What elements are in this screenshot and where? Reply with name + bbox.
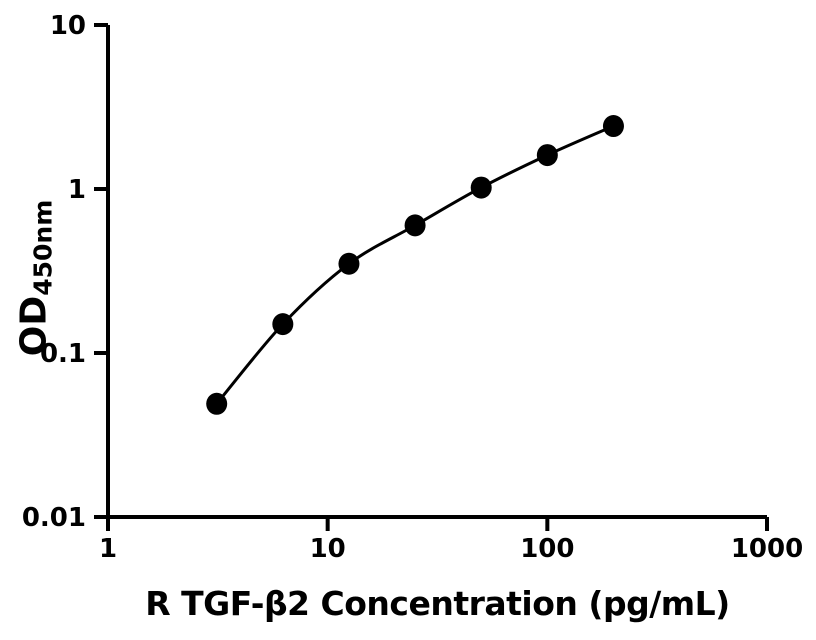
x-tick-label: 1000 <box>731 534 803 564</box>
standard-curve-line <box>215 124 615 405</box>
y-tick-label: 0.1 <box>40 339 86 369</box>
axis-lines <box>106 25 767 519</box>
y-axis-title: OD450nm <box>13 199 58 357</box>
x-tick-label: 1 <box>99 534 117 564</box>
data-point <box>338 252 360 275</box>
y-axis-title-main: OD <box>13 295 55 357</box>
x-tick-label: 100 <box>520 534 574 564</box>
y-tick-label: 0.01 <box>22 503 86 533</box>
data-point <box>602 115 624 138</box>
x-axis-title: R TGF-β2 Concentration (pg/mL) <box>108 584 767 623</box>
x-axis-title-text: R TGF-β2 Concentration (pg/mL) <box>145 584 730 623</box>
data-point <box>536 144 558 167</box>
y-axis-title-subscript: 450nm <box>28 199 58 296</box>
y-tick-label: 10 <box>50 11 86 41</box>
data-point <box>206 392 228 415</box>
data-point <box>470 176 492 199</box>
data-point <box>404 214 426 237</box>
data-point <box>272 313 294 336</box>
y-tick-label: 1 <box>68 175 86 205</box>
x-tick-label: 10 <box>310 534 346 564</box>
